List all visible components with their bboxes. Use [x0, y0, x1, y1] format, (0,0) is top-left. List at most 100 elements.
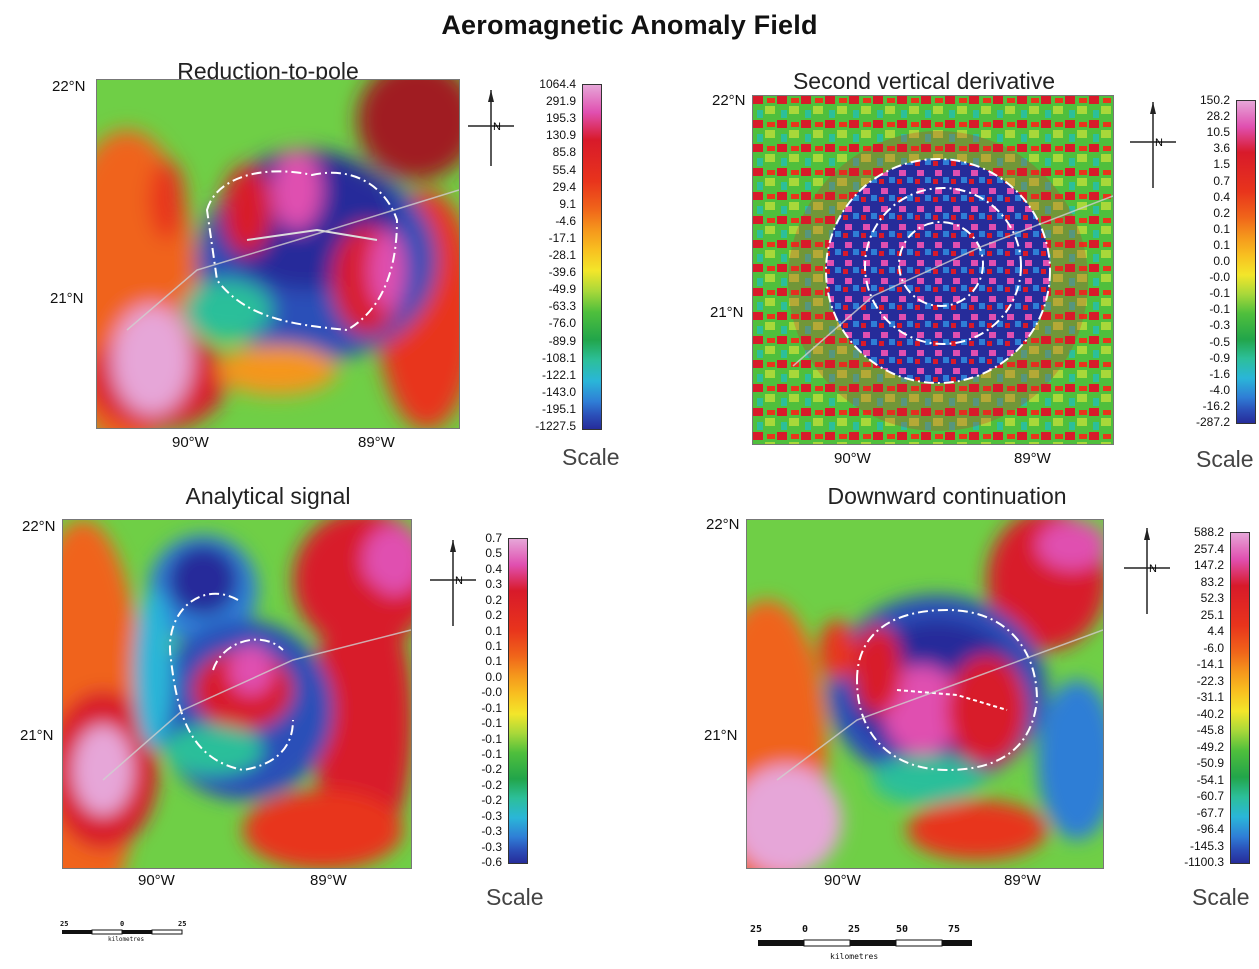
scale-label: Scale [562, 444, 620, 470]
colorbar-tick-label: -14.1 [1196, 657, 1224, 671]
scale-label: Scale [1192, 884, 1250, 910]
colorbar-tick-label: -0.3 [481, 824, 502, 839]
colorbar-tick-label: -195.1 [541, 401, 576, 416]
colorbar-tick-label: 0.1 [1213, 221, 1230, 236]
lat-label-mid: 21°N [704, 727, 738, 744]
scalebar-right: 25 0 25 50 75 kilometres [748, 924, 988, 964]
north-arrow-icon: N [428, 538, 478, 633]
scale-label: Scale [1196, 446, 1254, 472]
colorbar-tick-label: 291.9 [545, 94, 576, 109]
colorbar-tick-label: 3.6 [1213, 141, 1230, 156]
map-rtp [96, 79, 460, 429]
colorbar-tick-labels: 150.2 28.2 10.5 3.6 1.5 0.7 0.4 0.2 0.1 0.1 0.0 -0.… [1168, 94, 1230, 428]
colorbar-tick-label: 29.4 [552, 179, 576, 194]
colorbar-tick-label: -108.1 [541, 350, 576, 365]
scalebar-label: 25 [178, 920, 187, 928]
lat-label-top: 22°N [22, 518, 56, 535]
colorbar-tick-label: -0.1 [481, 716, 502, 731]
colorbar-tick-label: 85.8 [552, 145, 576, 160]
colorbar-tick-label: 1.5 [1213, 157, 1230, 172]
colorbar-tick-label: -0.3 [481, 839, 502, 854]
colorbar-tick-label: -31.1 [1196, 690, 1224, 704]
colorbar-tick-label: -0.1 [481, 700, 502, 715]
scalebar-label: 25 [750, 924, 763, 935]
colorbar-tick-label: -60.7 [1196, 789, 1224, 803]
lat-label-mid: 21°N [20, 727, 54, 744]
colorbar-tick-label: -28.1 [548, 248, 576, 262]
colorbar-tick-label: -49.9 [548, 282, 576, 297]
colorbar-tick-label: 0.2 [485, 608, 502, 623]
lon-label-left: 90°W [138, 872, 175, 889]
north-arrow-icon: N [466, 88, 516, 173]
colorbar-tick-label: 0.2 [1213, 205, 1230, 220]
panel-title-as: Analytical signal [185, 483, 351, 509]
colorbar-tick-label: -39.6 [548, 265, 576, 280]
lat-label-top: 22°N [52, 78, 86, 95]
lon-label-right: 89°W [310, 872, 347, 889]
colorbar-tick-label: -0.3 [481, 808, 502, 823]
lon-label-left: 90°W [824, 872, 861, 889]
colorbar-tick-label: -1.6 [1209, 366, 1230, 381]
colorbar-tick-label: 130.9 [545, 128, 576, 143]
colorbar-tick-label: 0.3 [485, 577, 502, 592]
scale-label: Scale [486, 884, 544, 910]
colorbar-tick-label: -4.6 [555, 213, 576, 228]
colorbar-tick-label: 0.1 [1213, 237, 1230, 252]
colorbar-tick-label: -96.4 [1196, 822, 1224, 836]
scalebar-unit: kilometres [830, 952, 879, 961]
colorbar-tick-label: -49.2 [1196, 739, 1224, 754]
colorbar-tick-label: -0.1 [481, 731, 502, 746]
colorbar-tick-label: -287.2 [1195, 415, 1230, 429]
north-arrow-icon: N [1128, 100, 1178, 195]
colorbar-tick-label: -17.1 [548, 230, 576, 245]
map-svd [752, 95, 1114, 445]
colorbar-tick-label: -0.6 [481, 855, 502, 869]
colorbar-tick-label: -22.3 [1196, 673, 1224, 688]
colorbar-tick-label: -143.0 [541, 384, 576, 399]
colorbar-tick-label: -0.2 [481, 793, 502, 808]
colorbar-tick-label: 0.4 [1213, 189, 1230, 204]
colorbar-tick-label: 0.7 [1213, 173, 1230, 188]
scalebar-label: 0 [802, 924, 809, 935]
colorbar-tick-label: 0.0 [485, 669, 502, 684]
colorbar-tick-label: -0.0 [481, 685, 502, 700]
colorbar-tick-label: 1064.4 [539, 77, 576, 91]
panel-title-dc: Downward continuation [827, 483, 1067, 509]
svg-text:N: N [1149, 563, 1157, 575]
colorbar-tick-label: -40.2 [1196, 706, 1224, 721]
colorbar-tick-label: -50.9 [1196, 756, 1224, 770]
north-arrow-icon: N [1122, 526, 1172, 621]
colorbar-tick-labels: 1064.4 291.9 195.3 130.9 85.8 55.4 29.4 9.1 -4.6… [500, 78, 576, 432]
colorbar-tick-label: 0.1 [485, 639, 502, 653]
scalebar-label: 25 [848, 924, 861, 935]
lat-label-mid: 21°N [50, 290, 84, 307]
colorbar-tick-label: 0.4 [485, 561, 502, 576]
colorbar-tick-label: 4.4 [1207, 624, 1224, 638]
colorbar-tick-label: -0.1 [1209, 286, 1230, 301]
colorbar-tick-label: -89.9 [548, 333, 576, 348]
colorbar-tick-label: 0.1 [485, 654, 502, 669]
figure-title: Aeromagnetic Anomaly Field [441, 10, 818, 40]
colorbar-tick-label: -0.3 [1209, 318, 1230, 333]
colorbar-tick-label: 55.4 [552, 162, 576, 177]
lon-label-right: 89°W [1014, 450, 1051, 467]
colorbar-tick-label: 0.1 [485, 623, 502, 638]
colorbar-dc [1230, 532, 1250, 864]
colorbar-tick-label: 147.2 [1193, 558, 1224, 572]
colorbar-tick-label: -54.1 [1196, 772, 1224, 787]
colorbar-tick-label: 9.1 [559, 196, 576, 211]
colorbar-tick-label: 25.1 [1200, 607, 1224, 622]
colorbar-svd [1236, 100, 1256, 424]
lon-label-left: 90°W [834, 450, 871, 467]
colorbar-tick-labels: 0.7 0.5 0.4 0.3 0.2 0.2 0.1 0.1 0.1 0.0 -0.0 -0.1 -0… [452, 532, 502, 868]
colorbar-tick-label: -63.3 [548, 299, 576, 314]
map-as [62, 519, 412, 869]
svg-text:N: N [1155, 137, 1163, 149]
lon-label-left: 90°W [172, 434, 209, 451]
colorbar-tick-label: 10.5 [1206, 125, 1230, 140]
svg-text:N: N [493, 121, 501, 133]
scalebar-label: 25 [60, 920, 69, 928]
colorbar-tick-labels: 588.2 257.4 147.2 83.2 52.3 25.1 4.4 -6.0 -14.1 -… [1160, 526, 1224, 868]
scalebar-label: 50 [896, 924, 909, 935]
scalebar-label: 0 [120, 920, 125, 928]
